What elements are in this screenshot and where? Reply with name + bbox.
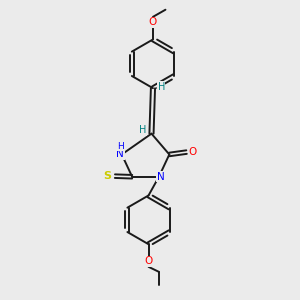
Text: H: H	[140, 125, 147, 135]
Text: O: O	[144, 256, 153, 266]
Text: O: O	[149, 17, 157, 27]
Text: N: N	[157, 172, 164, 182]
Text: H: H	[158, 82, 165, 92]
Text: N: N	[116, 149, 124, 160]
Text: O: O	[188, 147, 196, 157]
Text: H: H	[117, 142, 124, 151]
Text: S: S	[103, 171, 112, 181]
